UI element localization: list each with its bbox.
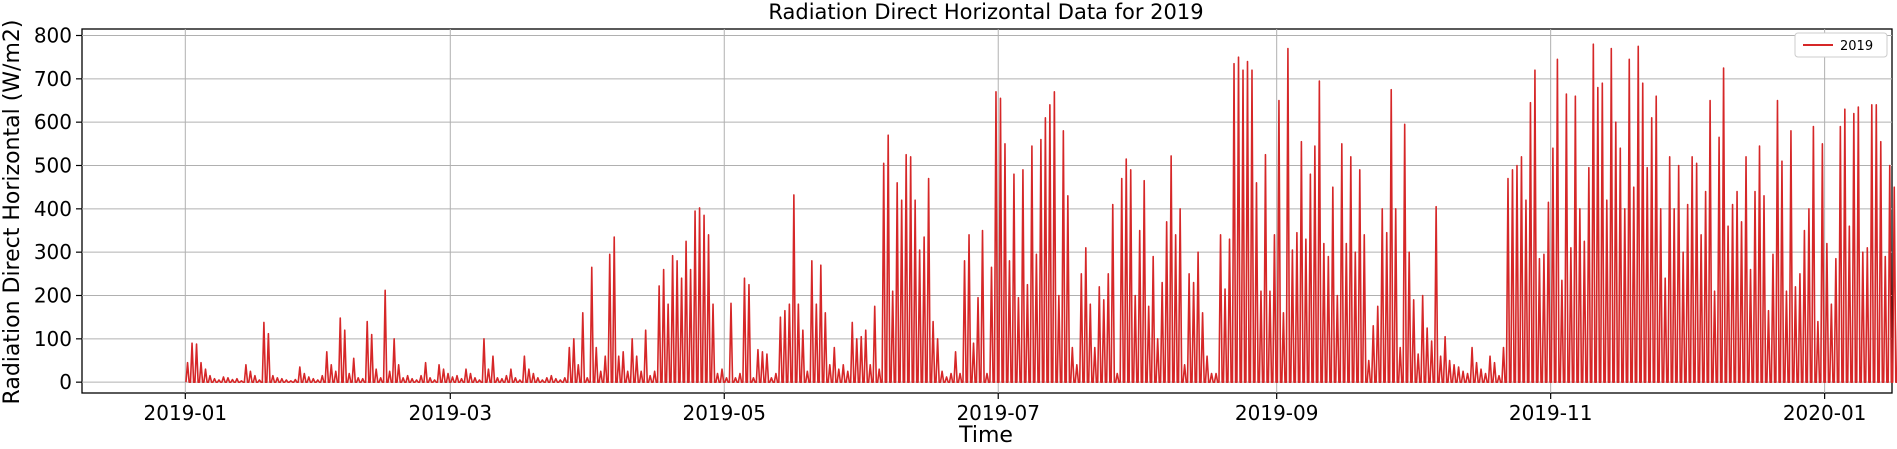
x-tick-label: 2019-05 <box>682 401 766 425</box>
plot-frame <box>81 28 1893 394</box>
x-tick-label: 2020-01 <box>1783 401 1867 425</box>
x-tick-label: 2019-09 <box>1235 401 1319 425</box>
chart-title: Radiation Direct Horizontal Data for 201… <box>768 0 1203 24</box>
y-tick-label: 500 <box>34 154 72 178</box>
x-tick-label: 2019-01 <box>144 401 228 425</box>
x-axis: 2019-01 2019-03 2019-05 2019-07 2019-09 2019-… <box>144 393 1867 425</box>
legend-box <box>1794 32 1888 58</box>
series-line-2019 <box>185 43 1897 383</box>
y-axis-label: Radiation Direct Horizontal (W/m2) <box>0 20 25 405</box>
y-tick-label: 300 <box>34 240 72 264</box>
y-tick-label: 400 <box>34 197 72 221</box>
x-tick-label: 2019-07 <box>956 401 1040 425</box>
x-tick-label: 2019-03 <box>408 401 492 425</box>
y-tick-label: 200 <box>34 284 72 308</box>
x-axis-label: Time <box>958 423 1013 448</box>
y-tick-label: 100 <box>34 327 72 351</box>
y-tick-label: 800 <box>34 24 72 48</box>
y-axis: 0 100 200 300 400 500 600 700 800 <box>34 24 82 394</box>
x-tick-label: 2019-11 <box>1509 401 1593 425</box>
legend: 2019 <box>1794 32 1888 58</box>
legend-label: 2019 <box>1840 39 1873 54</box>
y-tick-label: 700 <box>34 67 72 91</box>
y-tick-label: 600 <box>34 110 72 134</box>
y-tick-label: 0 <box>59 370 72 394</box>
